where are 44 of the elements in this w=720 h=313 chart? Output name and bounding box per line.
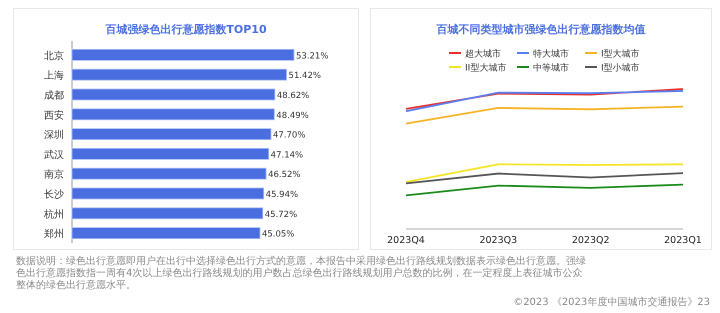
- data-label: 45.94%: [266, 190, 298, 200]
- bar: [72, 188, 264, 200]
- y-tick-label: 郑州: [44, 228, 64, 240]
- y-tick-label: 杭州: [43, 208, 64, 220]
- legend-label: 中等城市: [533, 62, 569, 74]
- data-label: 47.14%: [270, 150, 304, 160]
- y-tick-label: 成都: [44, 90, 64, 102]
- bar: [72, 168, 266, 180]
- data-label: 48.49%: [276, 110, 309, 121]
- bar: [72, 148, 270, 160]
- text: ©2023 《2023年度中国城市交通报告》23: [513, 297, 710, 309]
- data-label: 53.21%: [296, 51, 328, 62]
- data-label: 48.62%: [276, 91, 310, 101]
- y-tick-label: 南京: [44, 168, 64, 181]
- data-label: 46.52%: [268, 170, 301, 180]
- bar: [72, 88, 276, 100]
- y-tick-label: 北京: [44, 50, 64, 62]
- x-tick-label: 2023Q2: [572, 235, 610, 246]
- y-tick-label: 上海: [44, 70, 64, 82]
- bar: [72, 128, 272, 140]
- data-label: 45.72%: [264, 210, 298, 220]
- data-label: 51.42%: [288, 71, 321, 82]
- data-label: 47.70%: [273, 130, 306, 141]
- bar: [72, 49, 294, 61]
- x-tick-label: 2023Q1: [664, 235, 702, 246]
- text: 数据说明：绿色出行意愿即用户在出行中选择绿色出行方式的意愿，本报告中采用绿色出行路线规划数据表示绿色出行意愿。强绿色出行意愿指数指一周有4次以上绿色出行路线规划的用户数占总绿色出行路线规划用户总数的比例，在一定程度上表征城市公众整体的绿色出行意愿水平。: [16, 256, 586, 292]
- legend-label: 特大城市: [533, 48, 569, 60]
- y-tick-label: 武汉: [44, 148, 64, 161]
- legend-label: II型大城市: [465, 62, 506, 74]
- chart-title: 百城强绿色出行意愿指数TOP10: [104, 23, 267, 36]
- legend-label: I型大城市: [601, 48, 640, 60]
- y-tick-label: 长沙: [44, 188, 64, 200]
- chart-title: 百城不同类型城市强绿色出行意愿指数均值: [436, 23, 646, 36]
- legend-label: 超大城市: [465, 48, 501, 60]
- data-label: 45.05%: [262, 230, 294, 240]
- y-tick-label: 深圳: [44, 129, 64, 142]
- x-tick-label: 2023Q3: [479, 235, 518, 246]
- legend-label: I型小城市: [601, 62, 640, 74]
- x-tick-label: 2023Q4: [387, 235, 425, 246]
- bar: [72, 207, 264, 220]
- bar: [72, 108, 275, 120]
- bar: [72, 227, 260, 239]
- bar: [72, 68, 287, 81]
- y-tick-label: 西安: [44, 109, 64, 122]
